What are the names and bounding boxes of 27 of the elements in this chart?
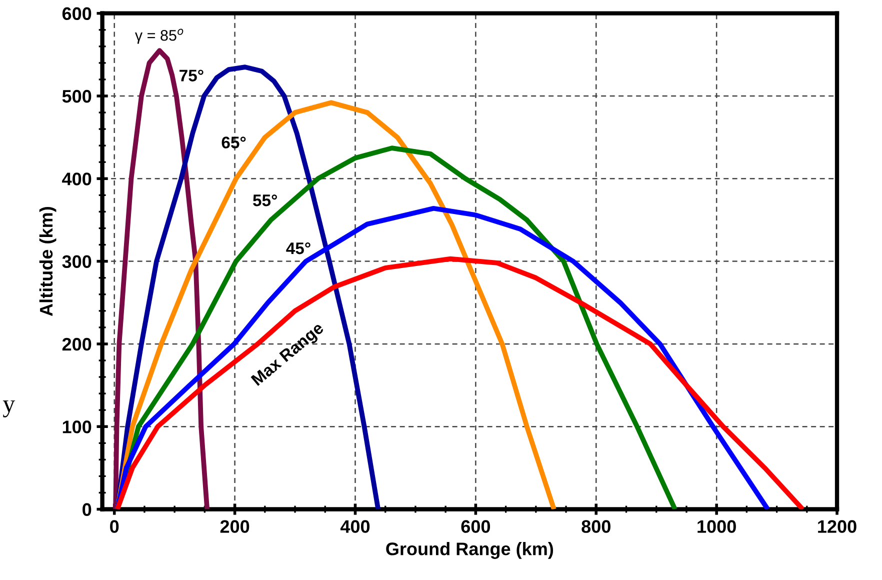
- series-label: 75°: [180, 70, 204, 82]
- x-tick-label: 200: [220, 520, 250, 533]
- line-series: [114, 256, 806, 510]
- y-tick-label: 200: [62, 338, 92, 351]
- x-tick-label: 800: [582, 520, 610, 533]
- line-series: [113, 48, 210, 510]
- line-series: [114, 100, 556, 510]
- y-tick-label: 600: [62, 7, 92, 20]
- series-label: 55°: [253, 194, 277, 206]
- series-label: γ = 85$^{o}$: [134, 28, 184, 44]
- x-tick-label: 0: [110, 520, 119, 533]
- y-tick-label: 500: [62, 90, 92, 103]
- y-tick-label: 0: [82, 503, 92, 516]
- series-label: 45°: [286, 242, 310, 254]
- line-series: [114, 64, 381, 510]
- x-tick-label: 400: [340, 520, 370, 533]
- x-tick-label: 1200: [818, 520, 856, 533]
- x-tick-label: 600: [461, 520, 490, 533]
- text: y: [2, 400, 16, 418]
- series-label: 65°: [222, 136, 246, 148]
- x-axis-title: Ground Range (km): [386, 542, 554, 559]
- y-tick-label: 100: [62, 420, 92, 434]
- line-series: [114, 206, 770, 510]
- y-axis-title: Altitude (km): [39, 207, 56, 316]
- x-tick-label: 1000: [698, 520, 736, 533]
- y-tick-label: 400: [62, 172, 92, 186]
- y-tick-label: 300: [62, 255, 92, 268]
